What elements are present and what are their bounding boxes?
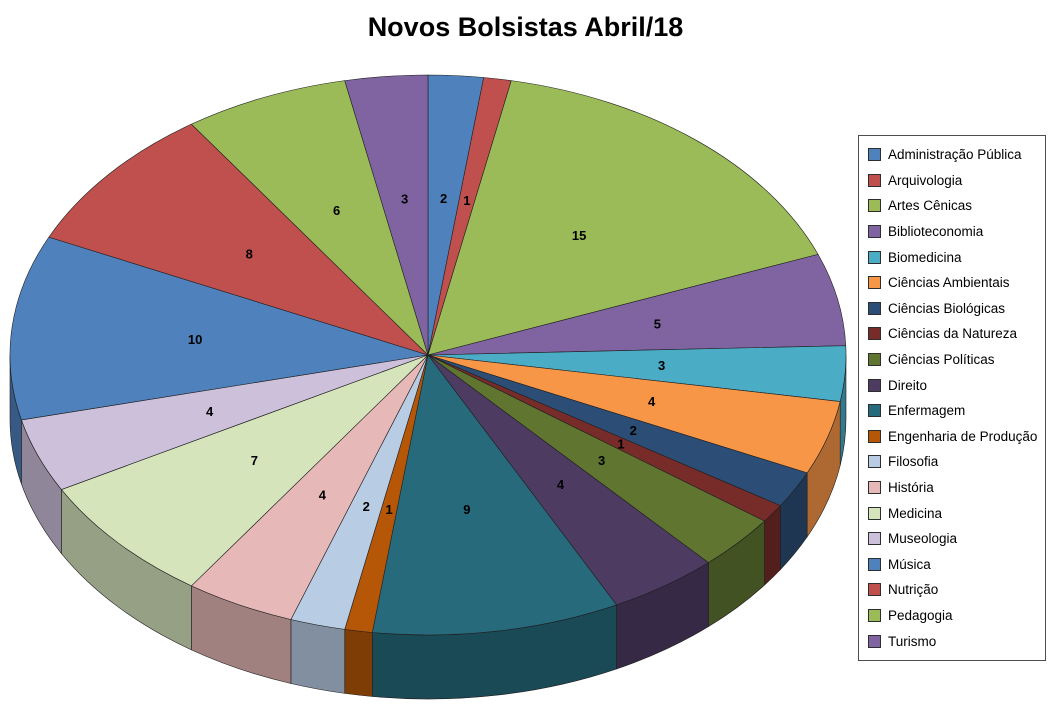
legend-item: Ciências da Natureza: [868, 321, 1039, 347]
pie-slice: [344, 74, 429, 356]
data-label: 2: [440, 191, 447, 206]
legend-item: Engenharia de Produção: [868, 424, 1039, 450]
data-label: 6: [333, 203, 340, 218]
legend-label: Biblioteconomia: [888, 224, 984, 240]
data-label: 4: [206, 404, 214, 419]
legend-item: Ciências Políticas: [868, 347, 1039, 373]
data-label: 1: [385, 502, 392, 517]
legend-label: Museologia: [888, 531, 958, 547]
legend-item: Turismo: [868, 628, 1039, 654]
legend-label: Enfermagem: [888, 403, 966, 419]
data-label: 5: [654, 316, 661, 331]
legend-item: Administração Pública: [868, 142, 1039, 168]
legend-label: Direito: [888, 377, 928, 393]
legend-item: Artes Cênicas: [868, 193, 1039, 219]
legend-label: Biomedicina: [888, 249, 962, 265]
data-label: 9: [463, 502, 470, 517]
legend-label: Nutrição: [888, 582, 939, 598]
data-label: 4: [319, 487, 327, 502]
legend-swatch: [868, 327, 881, 341]
legend-label: Música: [888, 556, 931, 572]
legend-label: Artes Cênicas: [888, 198, 973, 214]
chart-title: Novos Bolsistas Abril/18: [367, 12, 684, 42]
legend-swatch: [868, 225, 881, 239]
legend-swatch: [868, 634, 881, 648]
legend-swatch: [868, 532, 881, 546]
legend-label: Engenharia de Produção: [888, 428, 1038, 444]
pie-slice: [191, 80, 429, 356]
legend-swatch: [868, 429, 881, 443]
data-label: 3: [658, 358, 665, 373]
legend-swatch: [868, 608, 881, 622]
legend-swatch: [868, 199, 881, 213]
legend-item: Biblioteconomia: [868, 219, 1039, 245]
pie-slice: [9, 236, 429, 421]
data-label: 15: [572, 228, 586, 243]
pie-slice: [427, 80, 819, 356]
legend-swatch: [868, 276, 881, 290]
legend-item: Direito: [868, 372, 1039, 398]
legend-item: Arquivologia: [868, 168, 1039, 194]
pie-slice: [48, 123, 429, 356]
legend-item: Pedagogia: [868, 603, 1039, 629]
legend: Administração Pública Arquivologia Artes C…: [858, 135, 1046, 661]
legend-item: Ciências Ambientais: [868, 270, 1039, 296]
legend-label: História: [888, 480, 934, 496]
legend-swatch: [868, 481, 881, 495]
legend-item: Filosofia: [868, 449, 1039, 475]
legend-label: Ciências da Natureza: [888, 326, 1018, 342]
legend-swatch: [868, 557, 881, 571]
legend-label: Arquivologia: [888, 172, 963, 188]
pie-slice-side: [344, 629, 373, 697]
pie-slice-side: [290, 619, 346, 694]
legend-label: Turismo: [888, 633, 937, 649]
data-label: 3: [401, 192, 408, 207]
legend-swatch: [868, 583, 881, 597]
legend-item: Enfermagem: [868, 398, 1039, 424]
data-label: 4: [648, 394, 656, 409]
legend-label: Ciências Ambientais: [888, 275, 1010, 291]
legend-swatch: [868, 353, 881, 367]
legend-swatch: [868, 506, 881, 520]
data-label: 2: [363, 499, 370, 514]
pie-slice: [427, 254, 847, 356]
legend-label: Ciências Políticas: [888, 352, 995, 368]
data-label: 2: [630, 423, 637, 438]
legend-swatch: [868, 250, 881, 264]
data-label: 10: [188, 332, 202, 347]
data-label: 1: [617, 436, 624, 451]
legend-swatch: [868, 404, 881, 418]
legend-label: Medicina: [888, 505, 943, 521]
legend-label: Pedagogia: [888, 607, 953, 623]
legend-swatch: [868, 173, 881, 187]
legend-item: Nutrição: [868, 577, 1039, 603]
legend-item: Música: [868, 552, 1039, 578]
legend-swatch: [868, 378, 881, 392]
legend-item: História: [868, 475, 1039, 501]
legend-label: Filosofia: [888, 454, 939, 470]
legend-label: Administração Pública: [888, 147, 1022, 163]
data-label: 4: [557, 477, 565, 492]
legend-swatch: [868, 148, 881, 162]
pie-slice: [371, 354, 617, 636]
pie-slice: [61, 354, 429, 587]
legend-item: Biomedicina: [868, 244, 1039, 270]
data-label: 1: [463, 193, 470, 208]
data-label: 7: [251, 453, 258, 468]
legend-item: Museologia: [868, 526, 1039, 552]
legend-swatch: [868, 301, 881, 315]
data-label: 3: [598, 453, 605, 468]
data-label: 8: [246, 246, 253, 261]
legend-swatch: [868, 455, 881, 469]
legend-label: Ciências Biológicas: [888, 300, 1006, 316]
legend-item: Medicina: [868, 500, 1039, 526]
legend-item: Ciências Biológicas: [868, 296, 1039, 322]
